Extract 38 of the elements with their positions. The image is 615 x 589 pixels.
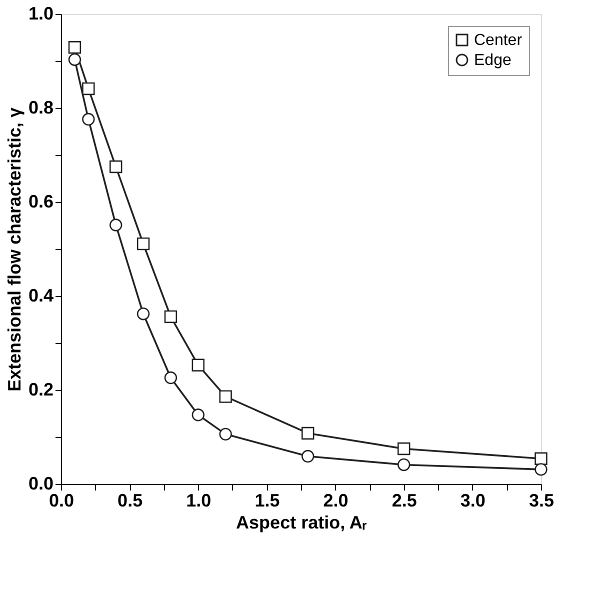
point	[192, 358, 204, 372]
point	[68, 41, 82, 54]
y-tick-label: 0.8	[28, 98, 54, 118]
x-tick-label: 3.0	[460, 490, 486, 510]
point	[534, 452, 548, 465]
point	[219, 428, 232, 441]
y-tick-label: 0.0	[28, 474, 54, 494]
point	[219, 390, 232, 403]
point	[82, 82, 95, 96]
x-tick-label: 3.5	[528, 490, 554, 510]
x-tick-label: 0.5	[118, 490, 143, 510]
point	[302, 450, 314, 463]
x-tick-label: 2.5	[392, 490, 417, 510]
point	[110, 160, 122, 174]
y-tick-label: 1.0	[28, 4, 54, 24]
legend-label: Edge	[474, 52, 512, 69]
legend-label: Center	[474, 32, 523, 49]
y-tick-label: 0.6	[28, 192, 54, 212]
y-axis-title: Extensional flow characteristic, γ	[4, 107, 24, 392]
point	[82, 112, 95, 126]
point	[164, 371, 178, 384]
y-tick-label: 0.2	[28, 380, 54, 400]
y-tick-label: 0.4	[28, 286, 54, 306]
x-tick-label: 2.0	[323, 490, 348, 510]
point	[68, 53, 82, 66]
x-tick-label: 0.0	[48, 490, 74, 510]
x-tick-label: 1.5	[254, 490, 280, 510]
point	[398, 442, 410, 456]
point	[398, 458, 410, 472]
point	[534, 463, 548, 476]
x-tick-label: 1.0	[186, 490, 212, 510]
x-axis-title: Aspect ratio, Aᵣ	[236, 512, 368, 532]
point	[136, 237, 150, 250]
point	[192, 408, 204, 422]
point	[110, 218, 122, 232]
point	[136, 308, 150, 320]
point	[302, 426, 314, 440]
point	[164, 310, 178, 324]
